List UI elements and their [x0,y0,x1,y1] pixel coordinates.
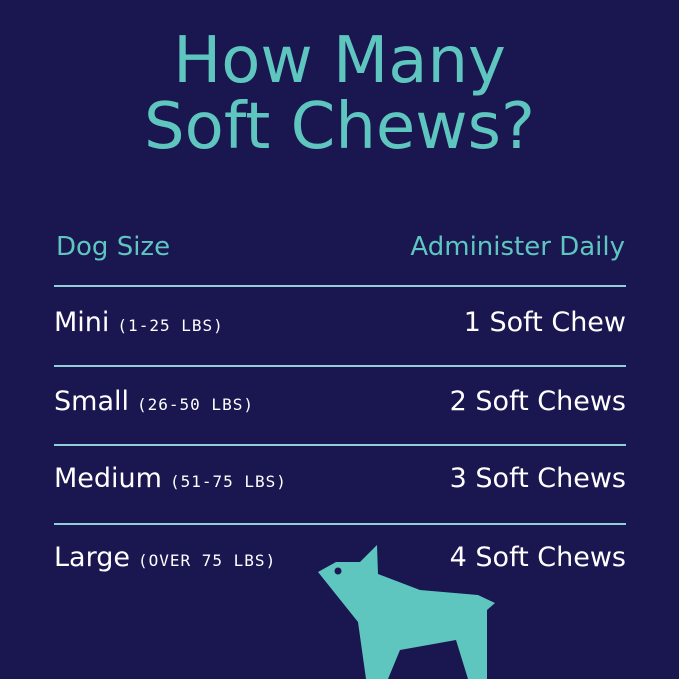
weight-range: (1-25 LBS) [117,316,224,335]
size-label: Medium [54,463,162,494]
divider [54,285,626,287]
dog-size-cell: Medium (51-75 LBS) [54,463,287,494]
dose-cell: 2 Soft Chews [449,386,626,417]
dog-size-header: Dog Size [56,232,171,262]
title-line-2: Soft Chews? [144,90,535,164]
dose-cell: 3 Soft Chews [449,463,626,494]
dose-cell: 1 Soft Chew [463,307,626,338]
divider [54,523,626,525]
size-label: Mini [54,307,110,338]
dog-size-cell: Small (26-50 LBS) [54,386,254,417]
weight-range: (51-75 LBS) [169,472,287,491]
dose-cell: 4 Soft Chews [449,542,626,573]
administer-daily-header: Administer Daily [410,232,625,262]
weight-range: (OVER 75 LBS) [137,551,277,570]
dog-size-cell: Large (OVER 75 LBS) [54,542,276,573]
weight-range: (26-50 LBS) [137,395,254,414]
dog-size-cell: Mini (1-25 LBS) [54,307,224,338]
title-line-1: How Many [173,24,506,98]
page-title: How Many Soft Chews? [0,28,679,160]
size-label: Large [54,542,130,573]
divider [54,365,626,367]
divider [54,444,626,446]
size-label: Small [54,386,129,417]
